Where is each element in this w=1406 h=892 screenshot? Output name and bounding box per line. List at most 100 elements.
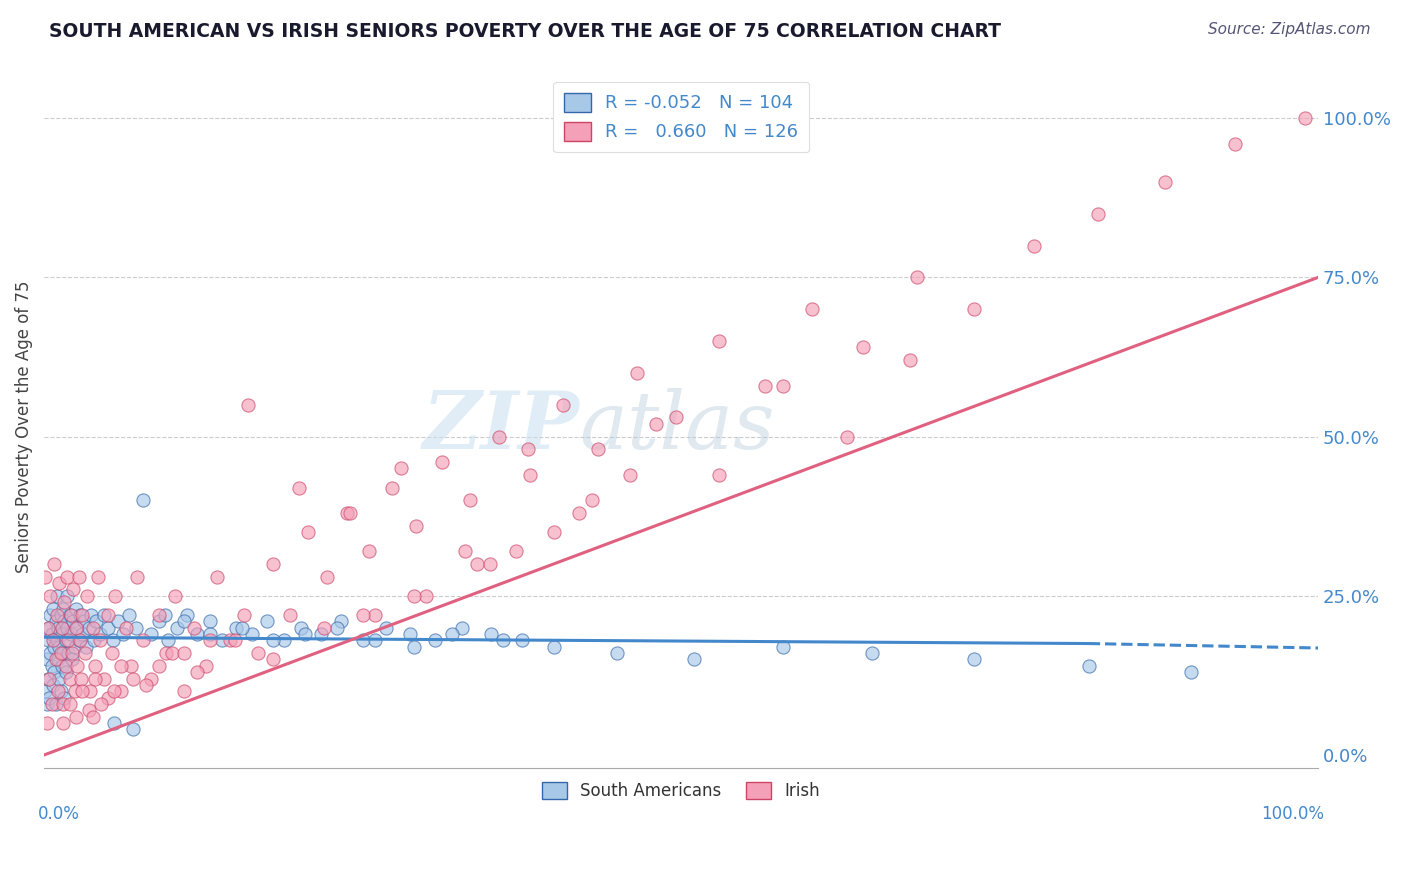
Point [198, 633, 221, 648]
Point [1022, 238, 1045, 252]
Point [173, 614, 195, 628]
Point [39, 607, 62, 622]
Point [41, 697, 63, 711]
Point [488, 429, 510, 443]
Point [772, 640, 794, 654]
Point [34, 569, 56, 583]
Point [132, 633, 155, 648]
Point [262, 633, 284, 648]
Point [56, 621, 79, 635]
Point [83, 633, 105, 648]
Point [73, 646, 96, 660]
Point [219, 633, 242, 648]
Point [77, 621, 100, 635]
Point [1225, 136, 1247, 151]
Point [35, 652, 58, 666]
Point [110, 658, 132, 673]
Point [852, 341, 875, 355]
Point [458, 493, 481, 508]
Point [155, 646, 177, 660]
Point [56, 569, 79, 583]
Point [107, 614, 129, 628]
Point [122, 723, 145, 737]
Point [65, 621, 87, 635]
Point [709, 467, 731, 482]
Point [122, 672, 145, 686]
Point [132, 493, 155, 508]
Point [479, 557, 502, 571]
Text: ZIP: ZIP [422, 388, 579, 466]
Point [65, 710, 87, 724]
Point [288, 481, 311, 495]
Point [72, 684, 94, 698]
Point [543, 525, 565, 540]
Point [112, 627, 135, 641]
Point [425, 633, 447, 648]
Point [65, 601, 87, 615]
Point [48, 640, 70, 654]
Point [69, 607, 91, 622]
Point [82, 710, 104, 724]
Point [451, 621, 474, 635]
Point [316, 569, 339, 583]
Point [84, 658, 107, 673]
Point [110, 684, 132, 698]
Point [364, 607, 387, 622]
Point [93, 607, 115, 622]
Point [62, 614, 84, 628]
Point [135, 678, 157, 692]
Point [44, 557, 66, 571]
Point [89, 627, 111, 641]
Point [103, 684, 125, 698]
Point [63, 640, 86, 654]
Point [139, 627, 162, 641]
Point [835, 429, 858, 443]
Point [231, 621, 253, 635]
Point [148, 658, 170, 673]
Point [69, 633, 91, 648]
Point [505, 544, 527, 558]
Point [1087, 207, 1109, 221]
Point [309, 627, 332, 641]
Point [90, 697, 112, 711]
Point [233, 607, 256, 622]
Point [114, 621, 136, 635]
Point [45, 633, 67, 648]
Point [45, 697, 67, 711]
Point [37, 633, 59, 648]
Point [405, 518, 427, 533]
Point [63, 684, 86, 698]
Point [374, 621, 396, 635]
Point [352, 607, 374, 622]
Point [82, 621, 104, 635]
Point [97, 690, 120, 705]
Point [211, 633, 233, 648]
Point [1077, 658, 1099, 673]
Point [120, 658, 142, 673]
Point [240, 627, 263, 641]
Point [465, 557, 488, 571]
Point [479, 627, 502, 641]
Point [665, 410, 688, 425]
Point [34, 684, 56, 698]
Point [58, 633, 80, 648]
Point [84, 672, 107, 686]
Point [77, 703, 100, 717]
Point [38, 690, 60, 705]
Point [80, 607, 103, 622]
Point [801, 302, 824, 317]
Point [860, 646, 883, 660]
Point [44, 640, 66, 654]
Point [52, 697, 75, 711]
Point [963, 652, 986, 666]
Y-axis label: Seniors Poverty Over the Age of 75: Seniors Poverty Over the Age of 75 [15, 281, 32, 574]
Point [198, 614, 221, 628]
Point [86, 614, 108, 628]
Point [165, 589, 187, 603]
Point [519, 467, 541, 482]
Point [46, 652, 69, 666]
Point [38, 621, 60, 635]
Point [41, 658, 63, 673]
Point [45, 589, 67, 603]
Legend: South Americans, Irish: South Americans, Irish [536, 775, 827, 807]
